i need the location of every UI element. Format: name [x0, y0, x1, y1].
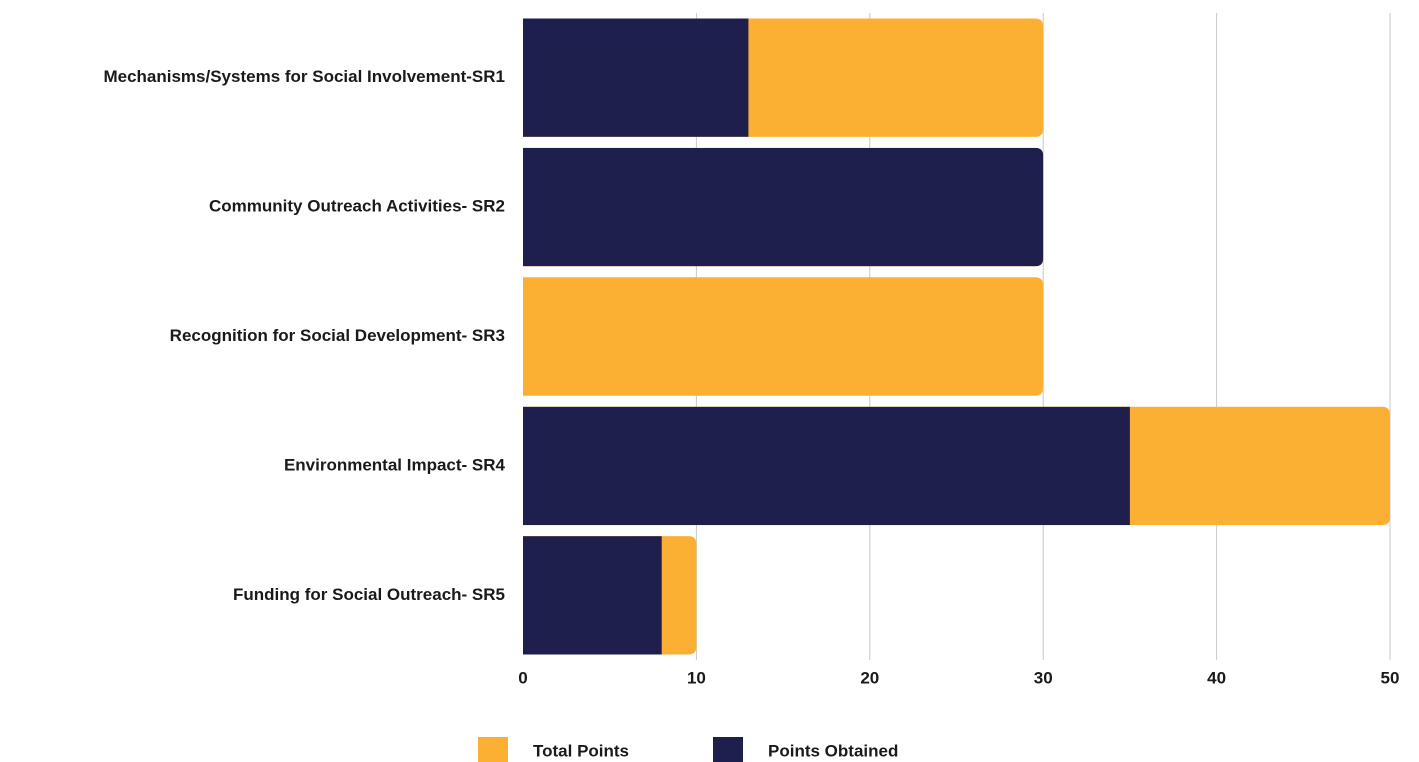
x-tick-label: 40 [1207, 668, 1226, 687]
legend-swatch [478, 737, 508, 762]
x-tick-label: 0 [518, 668, 527, 687]
y-tick-label: Environmental Impact- SR4 [284, 455, 506, 474]
x-tick-label: 50 [1381, 668, 1400, 687]
y-tick-label: Mechanisms/Systems for Social Involvemen… [103, 67, 505, 86]
bar [523, 277, 1044, 396]
y-tick-label: Recognition for Social Development- SR3 [170, 326, 505, 345]
bar [523, 147, 1044, 267]
bar [523, 18, 749, 137]
y-tick-label: Community Outreach Activities- SR2 [209, 197, 505, 216]
legend-label: Total Points [533, 741, 629, 760]
bar [523, 406, 1130, 526]
x-tick-label: 10 [687, 668, 706, 687]
x-tick-label: 20 [860, 668, 879, 687]
y-tick-label: Funding for Social Outreach- SR5 [233, 585, 505, 604]
legend-label: Points Obtained [768, 741, 898, 760]
legend-swatch [713, 737, 743, 762]
x-tick-label: 30 [1034, 668, 1053, 687]
bar [523, 536, 662, 655]
